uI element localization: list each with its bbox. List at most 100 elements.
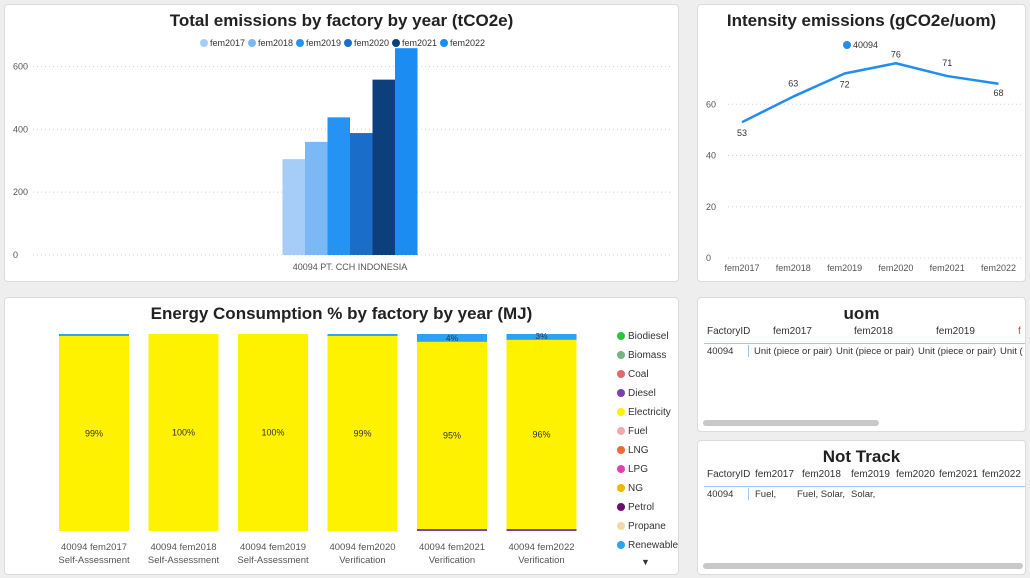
energy-label-renewable-4: 4% bbox=[446, 333, 459, 343]
energy-legend-marker bbox=[617, 370, 625, 378]
energy-legend-item-coal[interactable]: Coal bbox=[617, 369, 649, 380]
not-track-table-panel: Not Track FactoryID fem2017 fem2018 fem2… bbox=[697, 440, 1026, 575]
not-track-header-fem2020[interactable]: fem2020 bbox=[896, 469, 935, 480]
intensity-x-tick-label-5: fem2022 bbox=[981, 263, 1016, 273]
uom-header-fem2019[interactable]: fem2019 bbox=[936, 326, 975, 337]
energy-x-label-line2-1: Self-Assessment bbox=[148, 555, 220, 566]
energy-legend-item-electricity[interactable]: Electricity bbox=[617, 407, 671, 418]
energy-legend-label: Fuel bbox=[628, 426, 648, 437]
legend-marker-fem2018 bbox=[248, 39, 256, 47]
intensity-emissions-title: Intensity emissions (gCO2e/uom) bbox=[726, 11, 997, 30]
uom-title: uom bbox=[843, 304, 880, 323]
energy-legend-label: Diesel bbox=[628, 388, 656, 399]
energy-legend-item-fuel[interactable]: Fuel bbox=[617, 426, 647, 437]
energy-legend-item-renewable[interactable]: Renewable bbox=[617, 540, 678, 551]
x-category-label: 40094 PT. CCH INDONESIA bbox=[293, 262, 408, 272]
uom-header-factoryid[interactable]: FactoryID bbox=[707, 326, 751, 337]
not-track-cell-fem2017: Fuel, bbox=[755, 489, 777, 500]
energy-legend-label: Biomass bbox=[628, 350, 667, 361]
bar-fem2020 bbox=[350, 133, 373, 255]
energy-legend-label: Coal bbox=[628, 369, 649, 380]
legend-label-fem2021: fem2021 bbox=[402, 38, 437, 48]
energy-legend-marker bbox=[617, 522, 625, 530]
energy-x-label-line1-5: 40094 fem2022 bbox=[508, 542, 574, 553]
energy-x-label-line1-2: 40094 fem2019 bbox=[240, 542, 306, 553]
uom-cell-fem2018: Unit (piece or pair) bbox=[836, 346, 915, 357]
energy-label-electricity-2: 100% bbox=[261, 428, 284, 438]
energy-bar-renewable-4 bbox=[417, 334, 487, 342]
y-tick-label-0: 0 bbox=[13, 250, 18, 260]
energy-legend-item-petrol[interactable]: Petrol bbox=[617, 502, 654, 513]
uom-header-fem2018[interactable]: fem2018 bbox=[854, 326, 893, 337]
not-track-header-fem2022[interactable]: fem2022 bbox=[982, 469, 1021, 480]
not-track-cell-factoryid: 40094 bbox=[707, 489, 734, 500]
energy-legend-item-biodiesel[interactable]: Biodiesel bbox=[617, 331, 669, 342]
total-emissions-title: Total emissions by factory by year (tCO2… bbox=[169, 11, 514, 30]
not-track-cell-fem2019: Solar, bbox=[851, 489, 876, 500]
uom-header-fem2017[interactable]: fem2017 bbox=[773, 326, 812, 337]
energy-x-label-line2-2: Self-Assessment bbox=[237, 555, 309, 566]
intensity-data-label-0: 53 bbox=[737, 128, 747, 138]
intensity-legend-label: 40094 bbox=[853, 40, 878, 50]
not-track-header-fem2019[interactable]: fem2019 bbox=[851, 469, 890, 480]
not-track-header-fem2017[interactable]: fem2017 bbox=[755, 469, 794, 480]
energy-bar-renewable-3 bbox=[327, 334, 398, 336]
intensity-x-tick-label-3: fem2020 bbox=[878, 263, 913, 273]
bar-fem2021 bbox=[372, 79, 395, 255]
energy-bar-electricity-2 bbox=[238, 334, 308, 531]
uom-cell-fem2019: Unit (piece or pair) bbox=[918, 346, 997, 357]
energy-legend-marker bbox=[617, 503, 625, 511]
energy-legend-label: Biodiesel bbox=[628, 331, 669, 342]
energy-legend-marker bbox=[617, 465, 625, 473]
energy-consumption-chart: 99% 40094 fem2017 Self-Assessment 100% 40094… bbox=[58, 331, 577, 566]
not-track-horizontal-scrollbar[interactable] bbox=[703, 563, 1023, 569]
energy-legend-item-lng[interactable]: LNG bbox=[617, 445, 649, 456]
energy-x-label-line1-4: 40094 fem2021 bbox=[419, 542, 485, 553]
energy-legend-marker bbox=[617, 408, 625, 416]
energy-legend-item-biomass[interactable]: Biomass bbox=[617, 350, 666, 361]
intensity-data-label-1: 63 bbox=[788, 79, 798, 89]
legend-marker-fem2022 bbox=[440, 39, 448, 47]
y-tick-label-1: 200 bbox=[13, 187, 28, 197]
energy-legend-label: Renewable bbox=[628, 540, 679, 551]
intensity-x-tick-label-2: fem2019 bbox=[827, 263, 862, 273]
energy-legend-label: Petrol bbox=[628, 502, 655, 513]
intensity-y-tick-label-1: 20 bbox=[706, 202, 716, 212]
energy-label-renewable-5: 3% bbox=[535, 331, 548, 341]
energy-legend-marker bbox=[617, 541, 625, 549]
legend-more-arrow-icon[interactable]: ▼ bbox=[641, 557, 650, 567]
not-track-header-fem2021[interactable]: fem2021 bbox=[939, 469, 978, 480]
intensity-data-label-4: 71 bbox=[942, 58, 952, 68]
not-track-header-factoryid[interactable]: FactoryID bbox=[707, 469, 751, 480]
energy-legend-item-ng[interactable]: NG bbox=[617, 483, 643, 494]
uom-horizontal-scrollbar[interactable] bbox=[703, 420, 879, 426]
legend-label-fem2018: fem2018 bbox=[258, 38, 293, 48]
energy-label-electricity-3: 99% bbox=[353, 428, 371, 438]
intensity-data-label-3: 76 bbox=[891, 49, 901, 59]
not-track-header-fem2018[interactable]: fem2018 bbox=[802, 469, 841, 480]
intensity-x-tick-label-1: fem2018 bbox=[776, 263, 811, 273]
uom-header-divider bbox=[704, 343, 1025, 344]
energy-legend-marker bbox=[617, 389, 625, 397]
energy-legend-item-propane[interactable]: Propane bbox=[617, 521, 666, 532]
energy-legend-item-lpg[interactable]: LPG bbox=[617, 464, 648, 475]
energy-legend-label: LPG bbox=[628, 464, 649, 475]
energy-label-electricity-1: 100% bbox=[172, 428, 195, 438]
energy-legend-label: NG bbox=[628, 483, 643, 494]
intensity-y-tick-label-2: 40 bbox=[706, 151, 716, 161]
uom-cell-fem2020: Unit ( bbox=[1000, 346, 1023, 357]
uom-table-panel: uom FactoryID fem2017 fem2018 fem2019 f … bbox=[697, 297, 1026, 432]
energy-legend-marker bbox=[617, 351, 625, 359]
energy-legend-marker bbox=[617, 446, 625, 454]
not-track-column-divider bbox=[748, 488, 749, 500]
intensity-y-tick-label-3: 60 bbox=[706, 99, 716, 109]
uom-header-fem2020[interactable]: f bbox=[1018, 326, 1021, 337]
energy-bar-renewable-5 bbox=[506, 334, 577, 340]
intensity-legend-marker bbox=[843, 41, 851, 49]
energy-legend-marker bbox=[617, 427, 625, 435]
energy-legend-item-diesel[interactable]: Diesel bbox=[617, 388, 656, 399]
bar-fem2017 bbox=[282, 159, 305, 255]
uom-cell-factoryid: 40094 bbox=[707, 346, 734, 357]
uom-cell-fem2017: Unit (piece or pair) bbox=[754, 346, 833, 357]
bar-fem2022 bbox=[395, 48, 418, 256]
